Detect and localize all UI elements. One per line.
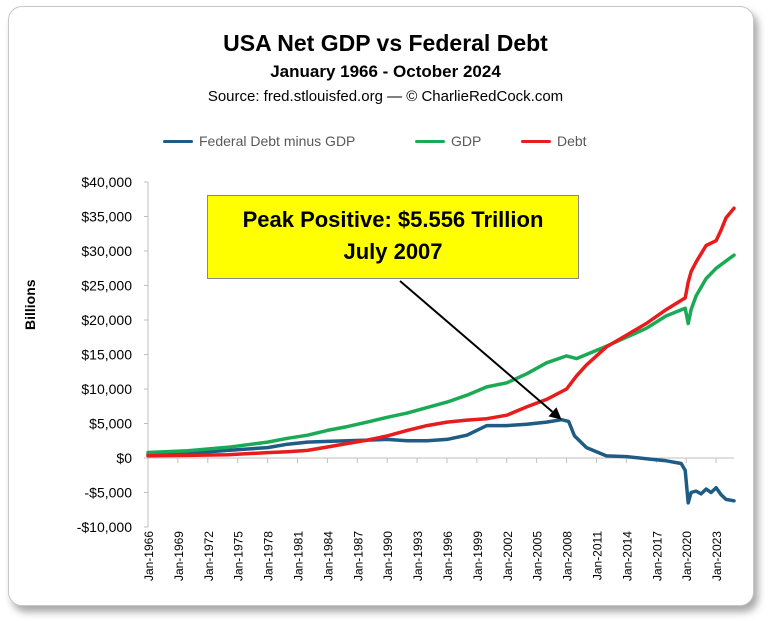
- callout-line-2: July 2007: [343, 239, 443, 264]
- x-tick-label: Jan-2011: [590, 531, 604, 580]
- x-tick-label: Jan-1996: [441, 531, 455, 581]
- chart-source: Source: fred.stlouisfed.org — © CharlieR…: [207, 88, 564, 105]
- x-tick-label: Jan-2002: [501, 531, 515, 581]
- x-tick-label: Jan-2023: [710, 531, 724, 581]
- y-tick-label: $10,000: [81, 381, 132, 397]
- peak-callout: Peak Positive: $5.556 Trillion July 2007: [207, 195, 579, 279]
- legend-item-debt-minus-gdp: Federal Debt minus GDP: [163, 133, 355, 149]
- chart-title: USA Net GDP vs Federal Debt: [223, 30, 548, 56]
- legend-label-debt-minus-gdp: Federal Debt minus GDP: [199, 133, 356, 149]
- legend-swatch-gdp: [415, 139, 445, 143]
- legend-item-debt: Debt: [521, 133, 587, 149]
- x-tick-label: Jan-1993: [411, 531, 425, 581]
- chart-subtitle: January 1966 - October 2024: [270, 62, 501, 81]
- y-tick-label: $20,000: [81, 312, 132, 328]
- x-tick-label: Jan-1969: [172, 531, 186, 581]
- y-tick-label: $25,000: [81, 278, 132, 294]
- x-tick-label: Jan-1972: [202, 531, 216, 581]
- series-line-debt-minus-gdp: [146, 417, 736, 505]
- x-tick-label: Jan-2017: [650, 531, 664, 581]
- x-tick-label: Jan-1987: [351, 531, 365, 581]
- y-tick-label: $15,000: [81, 347, 132, 363]
- series-line-debt: [146, 206, 736, 458]
- y-tick-label: -$5,000: [85, 485, 133, 501]
- series-line-gdp: [146, 253, 736, 455]
- y-tick-label: $35,000: [81, 209, 132, 225]
- y-tick-label: -$10,000: [77, 519, 132, 535]
- callout-arrow-line: [399, 280, 554, 413]
- x-tick-label: Jan-1981: [291, 531, 305, 581]
- x-tick-label: Jan-1975: [232, 531, 246, 581]
- callout-line-1: Peak Positive: $5.556 Trillion: [242, 207, 544, 232]
- y-tick-label: $0: [116, 450, 132, 466]
- legend: Federal Debt minus GDP GDP Debt: [0, 133, 771, 153]
- x-tick-label: Jan-1984: [321, 531, 335, 581]
- x-tick-label: Jan-1990: [381, 531, 395, 581]
- y-tick-label: $40,000: [81, 174, 132, 190]
- legend-label-gdp: GDP: [451, 133, 482, 149]
- x-tick-label: Jan-2020: [680, 531, 694, 581]
- y-tick-label: $5,000: [89, 416, 132, 432]
- x-tick-label: Jan-1978: [262, 531, 276, 581]
- y-tick-label: $30,000: [81, 243, 132, 259]
- x-tick-label: Jan-2005: [531, 531, 545, 581]
- chart-card: [8, 6, 754, 606]
- x-tick-label: Jan-2014: [620, 531, 634, 581]
- x-tick-label: Jan-1966: [142, 531, 156, 581]
- x-tick-label: Jan-2008: [561, 531, 575, 581]
- legend-swatch-debt-minus-gdp: [163, 139, 193, 143]
- legend-label-debt: Debt: [557, 133, 587, 149]
- callout-arrow-head: [548, 407, 562, 420]
- legend-swatch-debt: [521, 139, 551, 143]
- legend-item-gdp: GDP: [415, 133, 481, 149]
- x-tick-label: Jan-1999: [471, 531, 485, 581]
